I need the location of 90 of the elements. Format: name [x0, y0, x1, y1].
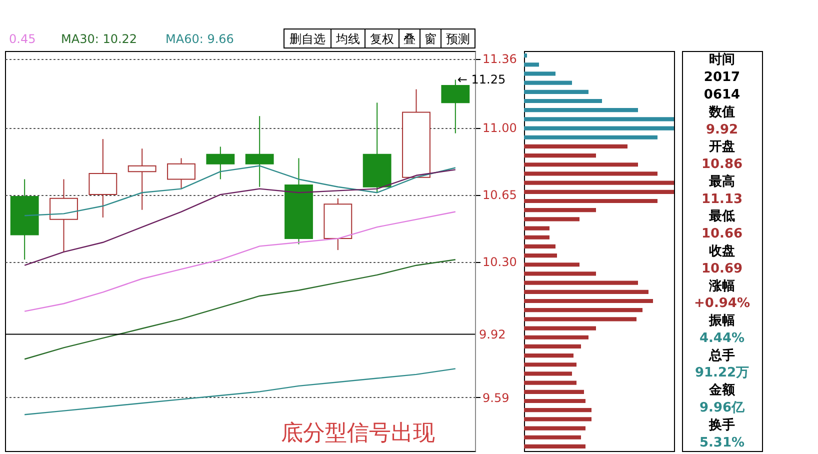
candlestick — [128, 148, 156, 210]
bar — [524, 362, 576, 367]
text: MA60: 9.66 — [166, 32, 234, 46]
bar — [524, 398, 586, 404]
bar — [524, 126, 674, 130]
bar — [524, 390, 584, 394]
text: 0614 — [704, 87, 740, 102]
bar — [524, 444, 586, 448]
text: 最低 — [708, 209, 735, 224]
y-tick-label: 10.30 — [482, 255, 517, 270]
bar — [524, 135, 658, 140]
text: 叠 — [404, 32, 416, 46]
y-tick-label: 9.59 — [482, 390, 510, 405]
text: 复权 — [370, 32, 394, 46]
bar — [524, 98, 602, 104]
text: 2017 — [704, 70, 740, 86]
bar — [524, 162, 638, 167]
text: 删自选 — [290, 32, 326, 46]
bar — [524, 417, 592, 422]
y-tick-label: 11.36 — [482, 52, 517, 66]
bar — [524, 280, 638, 285]
bar — [524, 435, 581, 440]
text: 5.31% — [699, 435, 745, 450]
text: +0.94% — [694, 296, 750, 312]
bar — [524, 62, 539, 67]
annotation: ← 11.25 — [457, 72, 506, 87]
bar — [524, 172, 658, 176]
bar — [524, 408, 592, 412]
bar — [524, 72, 556, 76]
line-series — [24, 368, 456, 416]
text: 11.13 — [701, 192, 743, 207]
bar — [524, 180, 674, 185]
bar — [524, 217, 580, 222]
bar — [524, 298, 653, 304]
text: 0.45 — [9, 32, 36, 46]
text: MA30: 10.22 — [61, 32, 138, 46]
text: 窗 — [424, 32, 436, 46]
text: 开盘 — [708, 140, 735, 155]
bar — [524, 335, 588, 340]
text: 10.66 — [701, 226, 743, 242]
bar — [524, 372, 572, 376]
y-tick-label: 10.65 — [482, 188, 517, 202]
candlestick — [245, 116, 274, 188]
text: 数值 — [708, 104, 735, 120]
line-series — [24, 211, 456, 312]
bar — [524, 426, 586, 430]
text: 均线 — [335, 32, 360, 46]
line-series — [24, 259, 456, 360]
text: 换手 — [708, 416, 735, 433]
bar — [524, 144, 628, 148]
bar — [524, 108, 638, 112]
text: 时间 — [709, 52, 735, 68]
text: 91.22万 — [694, 366, 750, 381]
bar — [524, 90, 588, 94]
bar — [524, 244, 556, 248]
bar — [524, 317, 636, 322]
y-tick-label: 11.00 — [482, 121, 517, 136]
text: 涨幅 — [708, 278, 735, 294]
text: 4.44% — [699, 330, 745, 346]
bar — [524, 226, 550, 230]
bar — [524, 380, 576, 385]
annotation: 底分型信号出现 — [281, 421, 435, 446]
text: 金额 — [708, 382, 736, 398]
bar — [524, 54, 527, 58]
bar — [524, 117, 674, 122]
bar — [524, 344, 581, 348]
bar — [524, 262, 580, 267]
text: 总手 — [708, 347, 735, 364]
line-series — [24, 169, 456, 266]
text: 9.96亿 — [699, 400, 746, 416]
text: 9.92 — [706, 122, 738, 138]
bar — [524, 235, 550, 240]
text: 收盘 — [709, 244, 735, 259]
bar — [524, 254, 557, 258]
text: 10.69 — [701, 261, 743, 276]
bar — [524, 272, 596, 276]
bar — [524, 198, 658, 204]
text: 预测 — [446, 32, 470, 46]
bar — [524, 80, 572, 85]
bar — [524, 190, 674, 194]
ref-line-label: 9.92 — [479, 327, 506, 342]
bar — [524, 154, 596, 158]
bar — [524, 326, 596, 330]
bar — [524, 308, 642, 312]
bar — [524, 354, 574, 358]
bar — [524, 208, 596, 212]
bar — [524, 290, 648, 294]
text: 振幅 — [708, 314, 735, 329]
text: 10.86 — [701, 157, 743, 172]
text: 最高 — [708, 173, 735, 190]
